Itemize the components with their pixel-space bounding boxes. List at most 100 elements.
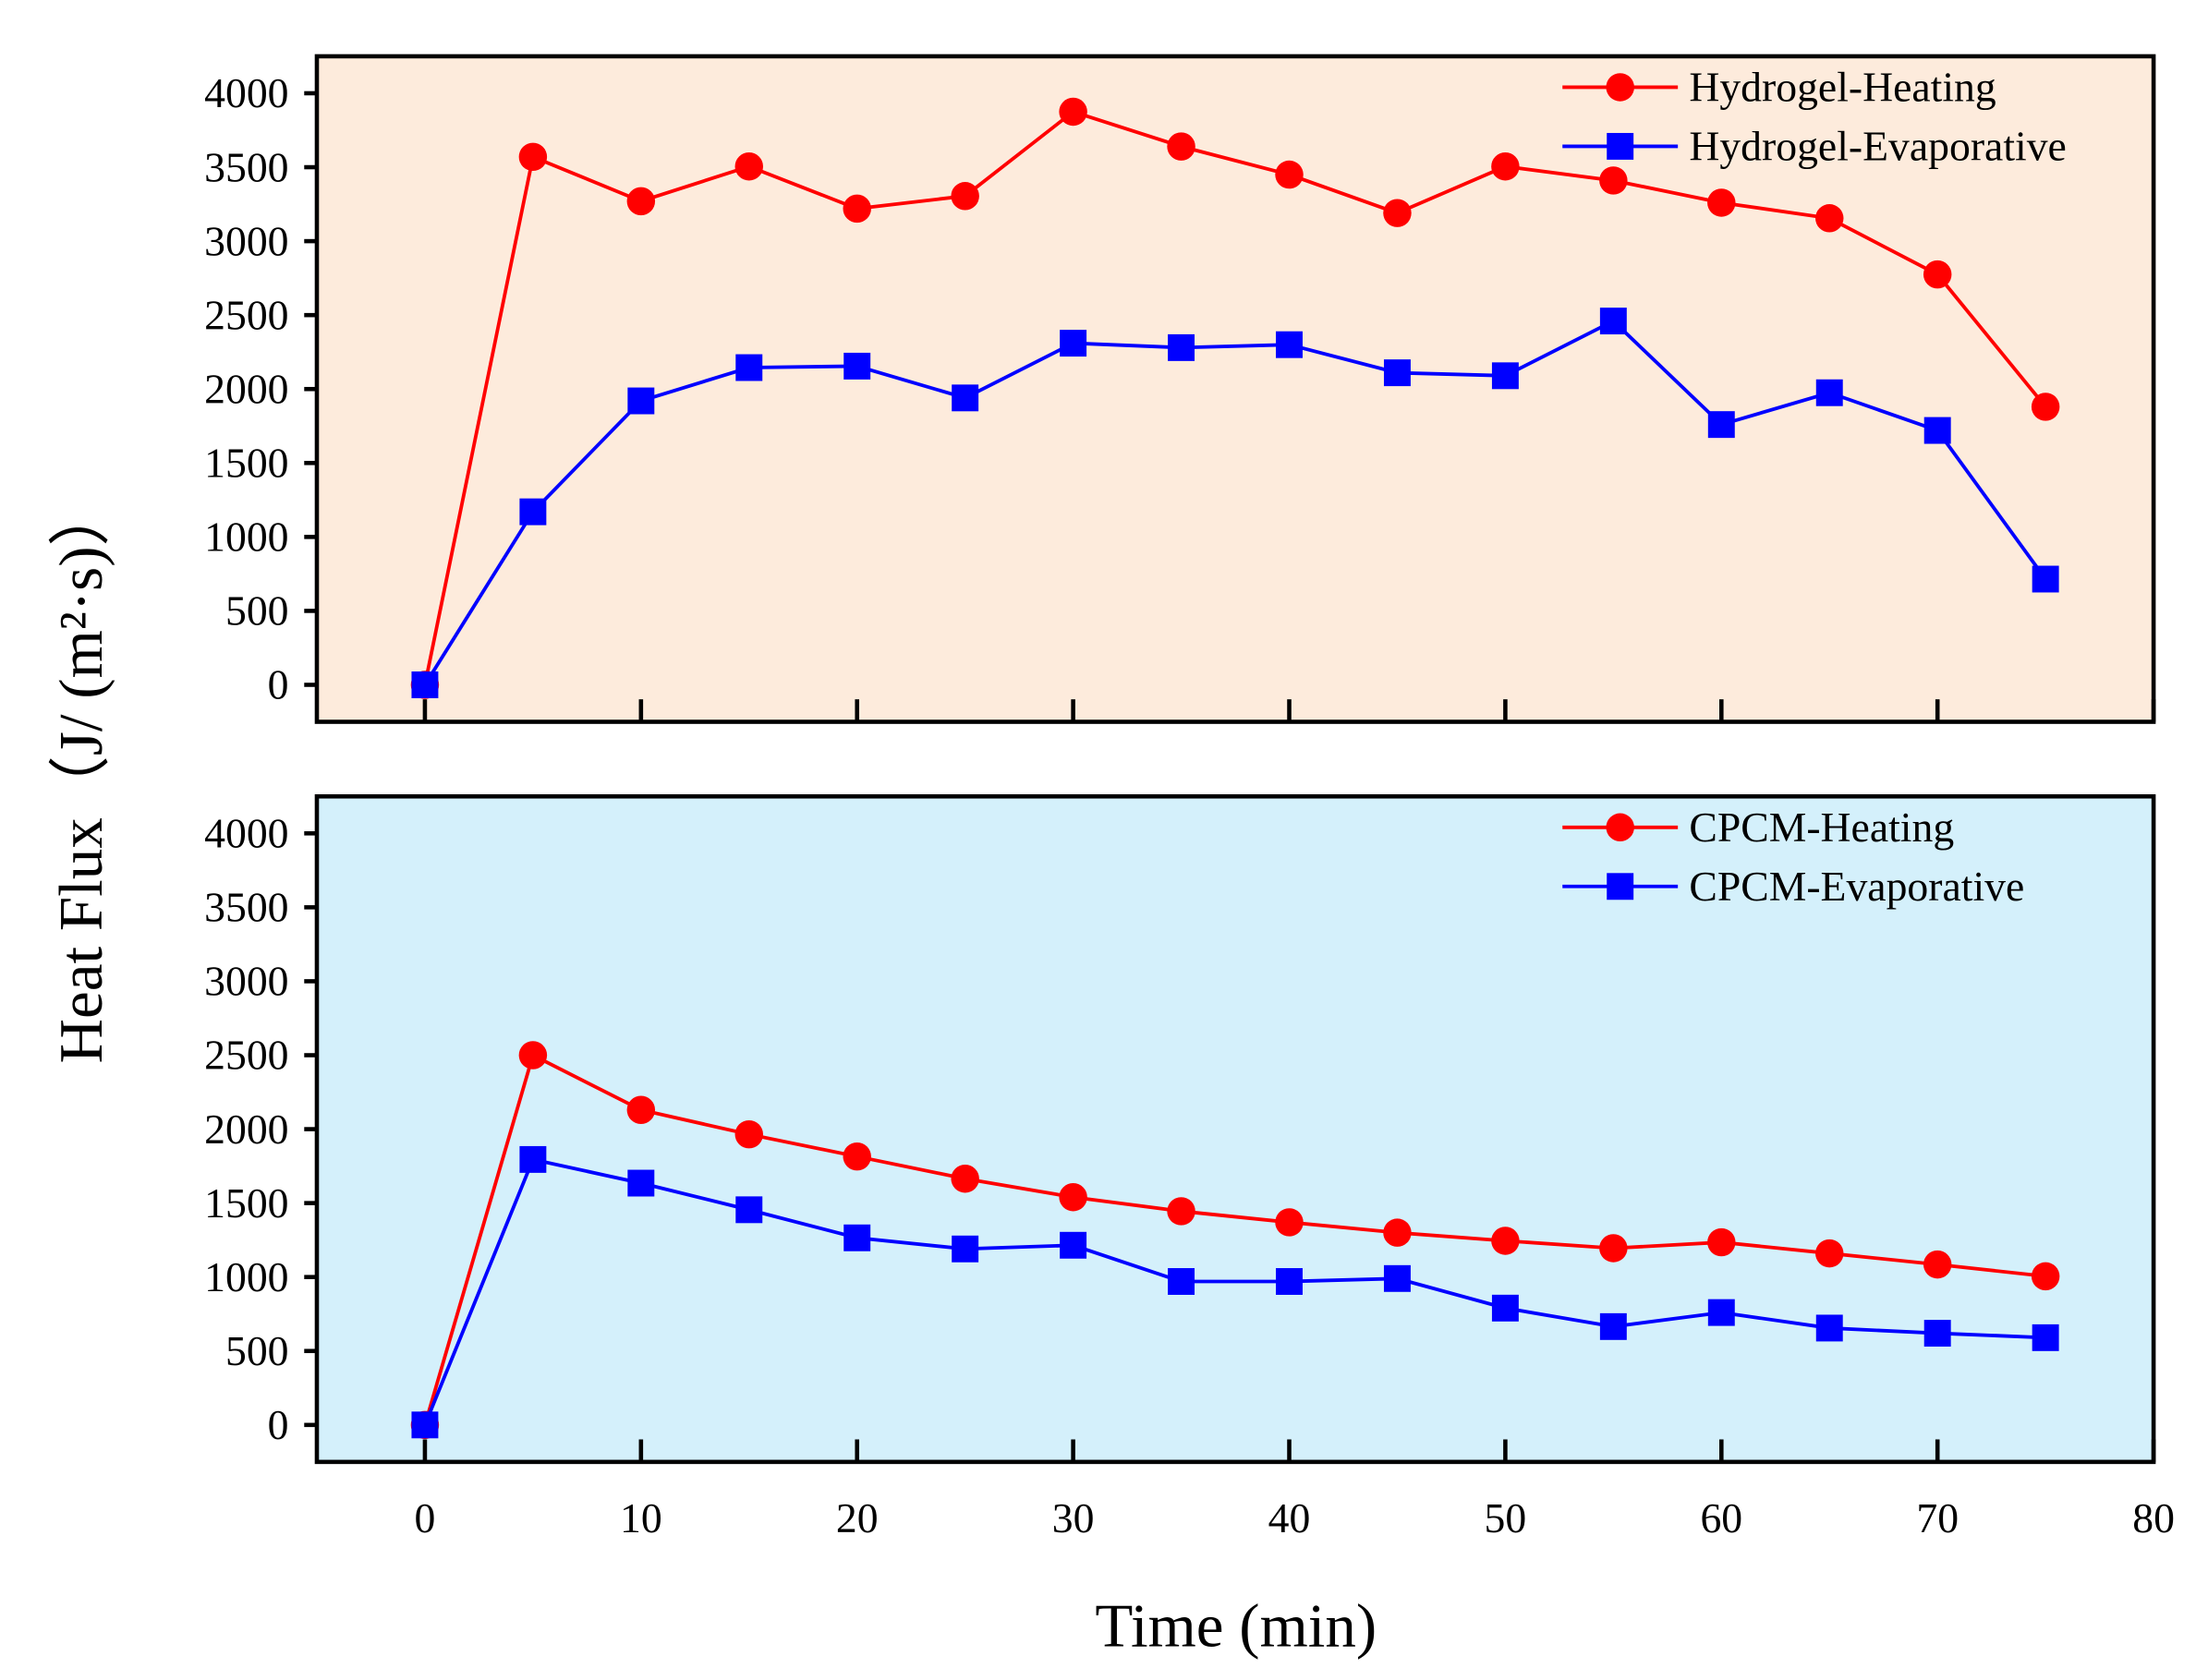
- y-tick-label: 3000: [204, 958, 288, 1005]
- data-point: [2032, 1323, 2059, 1351]
- legend-marker: [1606, 73, 1634, 102]
- y-tick-label: 2000: [204, 365, 288, 412]
- data-point: [843, 1224, 871, 1251]
- x-tick-label: 30: [1052, 1494, 1095, 1541]
- x-tick-label: 80: [2132, 1494, 2175, 1541]
- data-point: [1060, 330, 1087, 357]
- data-point: [1059, 97, 1087, 127]
- data-point: [1599, 1234, 1628, 1263]
- legend-label: Hydrogel-Heating: [1689, 64, 1996, 111]
- data-point: [1059, 1182, 1087, 1212]
- data-point: [2031, 1262, 2060, 1291]
- legend-entry: CPCM-Heating: [1562, 804, 1954, 851]
- data-point: [626, 1095, 656, 1124]
- data-point: [1491, 362, 1519, 390]
- data-point: [1275, 160, 1304, 189]
- series-line: [423, 1052, 2046, 1426]
- data-point: [518, 1041, 548, 1070]
- data-point: [519, 1145, 547, 1173]
- data-point: [1815, 379, 1843, 406]
- series-line: [423, 319, 2047, 686]
- legend-label: CPCM-Heating: [1689, 804, 1954, 851]
- data-point: [1167, 1197, 1195, 1226]
- y-tick-label: 3000: [204, 217, 288, 264]
- data-point: [2031, 393, 2060, 421]
- data-point: [735, 1196, 763, 1224]
- x-tick-label: 40: [1268, 1494, 1311, 1541]
- data-point: [843, 352, 871, 380]
- data-point: [626, 187, 656, 216]
- y-tick-label: 0: [268, 1401, 289, 1448]
- plot-frame: [314, 54, 2156, 724]
- data-point: [411, 1411, 439, 1439]
- data-point: [734, 1119, 764, 1149]
- data-point: [1168, 1268, 1195, 1295]
- plot-background: [316, 796, 2154, 1462]
- y-tick-label: 500: [225, 587, 289, 635]
- data-point: [1383, 359, 1411, 387]
- legend-entry: CPCM-Evaporative: [1562, 863, 2024, 910]
- y-tick-label: 500: [225, 1327, 289, 1374]
- data-point: [1599, 1312, 1627, 1340]
- data-point: [1168, 333, 1195, 361]
- data-point: [1923, 417, 1951, 444]
- series-cpcm-evaporative: [411, 1145, 2059, 1439]
- legend-marker: [1606, 813, 1634, 842]
- data-point: [735, 354, 763, 381]
- data-point: [1276, 1268, 1303, 1295]
- series-line: [423, 1157, 2046, 1426]
- y-tick-label: 4000: [204, 810, 288, 857]
- y-tick-label: 3500: [204, 143, 288, 190]
- legend-label: CPCM-Evaporative: [1689, 863, 2024, 910]
- data-point: [1491, 1294, 1519, 1322]
- data-point: [518, 142, 548, 172]
- y-tick-label: 1000: [204, 1253, 288, 1300]
- data-point: [1815, 204, 1844, 233]
- data-point: [1599, 166, 1628, 195]
- series-line: [423, 109, 2047, 685]
- data-point: [1383, 199, 1412, 227]
- data-point: [1060, 1231, 1087, 1259]
- y-axis-label: Heat Flux（J/ (m²·s)）: [47, 484, 115, 1063]
- data-point: [1707, 188, 1736, 217]
- data-point: [1707, 1299, 1735, 1326]
- data-point: [1599, 308, 1627, 335]
- legend-marker: [1607, 132, 1634, 160]
- data-point: [951, 1164, 979, 1193]
- data-point: [627, 387, 655, 415]
- y-tick-label: 3500: [204, 884, 288, 931]
- y-tick-label: 4000: [204, 69, 288, 116]
- panel-top: 0 500 1000 1500 2000 2500 3000 3500 4000 Hydrogel…: [204, 54, 2156, 724]
- data-point: [952, 384, 979, 412]
- y-tick-label: 2500: [204, 291, 288, 338]
- x-tick-label: 50: [1485, 1494, 1527, 1541]
- y-tick-label: 1500: [204, 1179, 288, 1227]
- data-point: [411, 671, 439, 698]
- data-point: [952, 1235, 979, 1263]
- data-point: [1491, 1227, 1520, 1255]
- y-tick-label: 0: [268, 661, 289, 708]
- data-point: [519, 498, 547, 526]
- y-tick-label: 2500: [204, 1032, 288, 1079]
- data-point: [627, 1169, 655, 1197]
- data-point: [1815, 1239, 1844, 1268]
- data-point: [1383, 1218, 1412, 1247]
- data-point: [951, 182, 979, 211]
- plot-frame: [314, 793, 2156, 1465]
- legend-entry: Hydrogel-Heating: [1562, 64, 1996, 111]
- x-tick-label: 60: [1700, 1494, 1742, 1541]
- legend-label: Hydrogel-Evaporative: [1689, 123, 2066, 170]
- panel-bottom: 0 500 1000 1500 2000 2500 3000 3500 4000 0 10 20 30 4…: [204, 793, 2175, 1541]
- data-point: [1707, 1227, 1736, 1257]
- data-point: [1923, 1250, 1952, 1279]
- legend-marker: [1607, 873, 1634, 900]
- data-point: [734, 152, 764, 181]
- data-point: [2032, 565, 2059, 593]
- x-tick-label: 70: [1916, 1494, 1959, 1541]
- data-point: [1491, 152, 1520, 181]
- series-hydrogel-evaporative: [411, 308, 2059, 698]
- data-point: [1923, 1320, 1951, 1348]
- x-tick-label: 10: [620, 1494, 662, 1541]
- y-tick-label: 2000: [204, 1106, 288, 1153]
- data-point: [1167, 132, 1195, 161]
